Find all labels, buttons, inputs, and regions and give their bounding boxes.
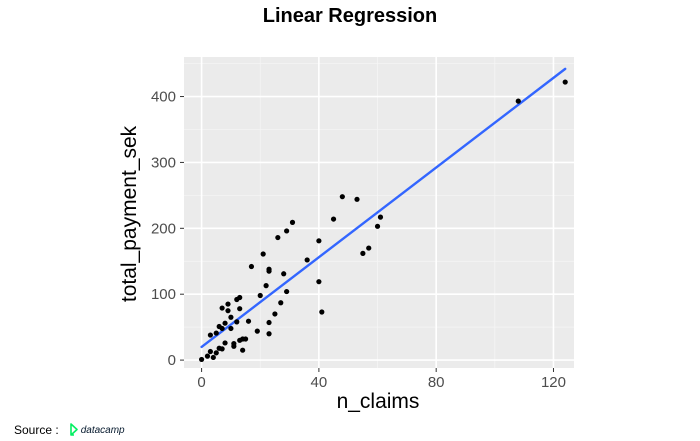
- chart-title: Linear Regression: [262, 5, 438, 27]
- data-point: [360, 250, 366, 256]
- data-point: [198, 356, 205, 363]
- data-point: [219, 325, 225, 332]
- data-point: [204, 353, 211, 359]
- data-point: [228, 325, 234, 332]
- y-tick-label: 0: [168, 352, 176, 369]
- data-point: [284, 288, 290, 295]
- y-tick-label: 300: [151, 154, 176, 171]
- data-point: [316, 279, 322, 285]
- data-point: [275, 234, 281, 241]
- x-axis-ticks: 0 40 80 120: [197, 368, 566, 391]
- data-point: [366, 245, 372, 251]
- data-point: [207, 332, 213, 338]
- data-point: [562, 79, 568, 85]
- data-point: [225, 301, 231, 307]
- data-point: [330, 216, 337, 222]
- regression-line: [200, 67, 567, 349]
- datacamp-logo: datacamp: [69, 423, 125, 437]
- y-tick-label: 400: [151, 89, 176, 106]
- y-tick-label: 100: [151, 286, 176, 303]
- data-point: [219, 305, 225, 311]
- y-axis-title: total_payment_sek: [118, 125, 141, 302]
- data-point: [245, 318, 252, 324]
- y-tick-label: 200: [151, 220, 176, 237]
- data-point: [225, 308, 231, 314]
- x-tick-label: 120: [541, 374, 566, 391]
- data-point: [304, 257, 310, 263]
- x-tick-label: 0: [197, 374, 205, 391]
- data-point: [228, 314, 234, 320]
- datacamp-logo-text: datacamp: [80, 424, 125, 436]
- data-point: [266, 319, 272, 326]
- data-point: [319, 309, 325, 315]
- data-point: [316, 238, 322, 244]
- data-point: [207, 348, 213, 355]
- data-point: [231, 343, 237, 349]
- data-point: [266, 331, 272, 337]
- data-point: [213, 330, 219, 336]
- data-point: [339, 194, 345, 200]
- data-point: [248, 263, 255, 270]
- data-point: [260, 251, 266, 257]
- data-point: [515, 98, 521, 104]
- data-point: [237, 294, 243, 301]
- scatter-plot: 0 40 80 120 0 100 200 300 400 n_claims total_pa…: [118, 57, 574, 413]
- data-point: [222, 340, 228, 346]
- data-point: [257, 292, 263, 299]
- x-tick-label: 40: [311, 374, 328, 391]
- data-point: [219, 346, 225, 352]
- data-point: [272, 311, 278, 317]
- data-point: [240, 347, 246, 353]
- y-axis-ticks: 0 100 200 300 400: [151, 89, 184, 369]
- data-point: [284, 228, 290, 234]
- data-point: [289, 219, 296, 225]
- data-point: [281, 271, 287, 277]
- data-point: [222, 320, 228, 326]
- x-axis-title: n_claims: [337, 390, 420, 413]
- source-credit: Source : datacamp: [14, 421, 125, 439]
- data-point: [234, 319, 240, 325]
- data-point: [278, 300, 284, 306]
- data-point: [254, 328, 260, 334]
- data-points: [198, 79, 568, 363]
- data-point: [263, 283, 269, 289]
- source-label: Source :: [14, 423, 59, 437]
- data-point: [237, 306, 243, 312]
- data-point: [210, 354, 216, 361]
- data-point: [374, 223, 381, 229]
- data-point: [242, 336, 249, 342]
- x-tick-label: 80: [428, 374, 445, 391]
- data-point: [354, 196, 360, 202]
- datacamp-logo-icon: [69, 423, 78, 436]
- data-point: [377, 214, 384, 220]
- data-point: [266, 266, 272, 272]
- data-point: [213, 350, 219, 356]
- major-grid: [184, 57, 574, 368]
